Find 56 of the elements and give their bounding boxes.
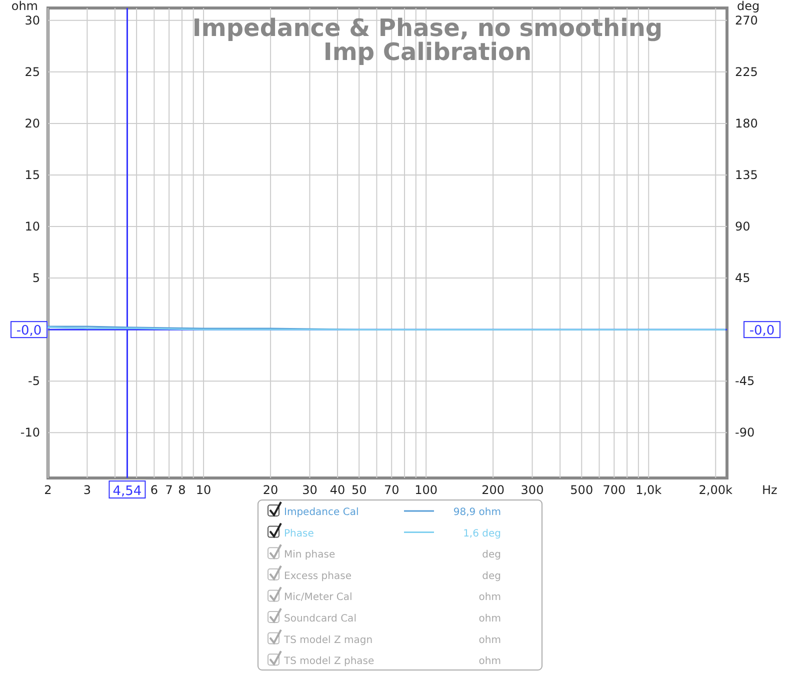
y2-tick-label: 270 xyxy=(735,13,758,28)
y-tick-label: 20 xyxy=(24,116,40,130)
x-tick-label: 300 xyxy=(520,483,544,497)
x-tick-label: 7 xyxy=(165,483,173,497)
x-tick-label: 2,00k xyxy=(698,483,732,497)
y2-tick-label: 135 xyxy=(735,168,758,182)
text: Impedance Cal xyxy=(284,507,359,518)
x-tick-label: 70 xyxy=(384,483,400,497)
x-tick-label: 10 xyxy=(196,483,212,497)
x-tick-label: 100 xyxy=(414,483,438,497)
x-tick-label: 6 xyxy=(150,483,158,497)
x-tick-label: 20 xyxy=(262,483,278,497)
y-axis-title: ohm xyxy=(11,0,38,13)
text: ohm xyxy=(478,614,501,624)
text: Phase xyxy=(284,528,314,540)
x-tick-label: 200 xyxy=(482,483,505,497)
y2-tick-label: 180 xyxy=(735,116,758,130)
y2-axis-title: deg xyxy=(737,0,760,13)
legend-label: Mic/Meter Cal xyxy=(284,592,352,604)
x-axis-title: Hz xyxy=(762,483,778,497)
x-tick-label: 8 xyxy=(178,483,186,497)
x-tick-label: 30 xyxy=(302,483,318,497)
text: deg xyxy=(482,570,501,582)
y2-tick-label: 45 xyxy=(735,271,750,286)
y-tick-label: 15 xyxy=(24,168,40,182)
text: 98,9 ohm xyxy=(453,507,501,518)
y2-tick-label: 225 xyxy=(735,64,758,79)
legend-label: Soundcard Cal xyxy=(284,614,356,624)
y2-tick-label: -45 xyxy=(735,374,755,388)
y-tick-label: -10 xyxy=(20,426,40,440)
text: ohm xyxy=(478,634,501,646)
x-tick-label: 500 xyxy=(570,483,594,497)
y2-tick-label: 90 xyxy=(735,220,750,234)
x-tick-label: 3 xyxy=(83,483,92,497)
text: deg xyxy=(482,550,501,561)
legend-label: TS model Z phase xyxy=(283,656,374,668)
legend-label: Excess phase xyxy=(284,570,352,582)
legend-label: TS model Z magn xyxy=(283,634,373,646)
text: -0,0 xyxy=(749,324,775,339)
x-tick-label: 40 xyxy=(330,483,346,497)
x-tick-label: 2 xyxy=(44,483,52,497)
y-tick-label: 25 xyxy=(24,64,40,79)
y-tick-label: 10 xyxy=(24,220,40,234)
ref-line-label: -0,0 xyxy=(16,324,42,339)
y2-tick-label: -90 xyxy=(735,426,755,440)
x-tick-label: 50 xyxy=(351,483,367,497)
x-tick-label: 1,0k xyxy=(636,483,662,497)
y-tick-label: 5 xyxy=(32,271,40,286)
y-tick-label: -5 xyxy=(28,374,40,388)
text: 1,6 deg xyxy=(463,528,501,540)
y-tick-label: 30 xyxy=(24,13,40,28)
ref-line-label: 4,54 xyxy=(112,484,142,499)
text: ohm xyxy=(478,656,501,668)
text: ohm xyxy=(478,592,501,604)
legend-label: Min phase xyxy=(284,550,336,561)
x-tick-label: 700 xyxy=(602,483,626,497)
